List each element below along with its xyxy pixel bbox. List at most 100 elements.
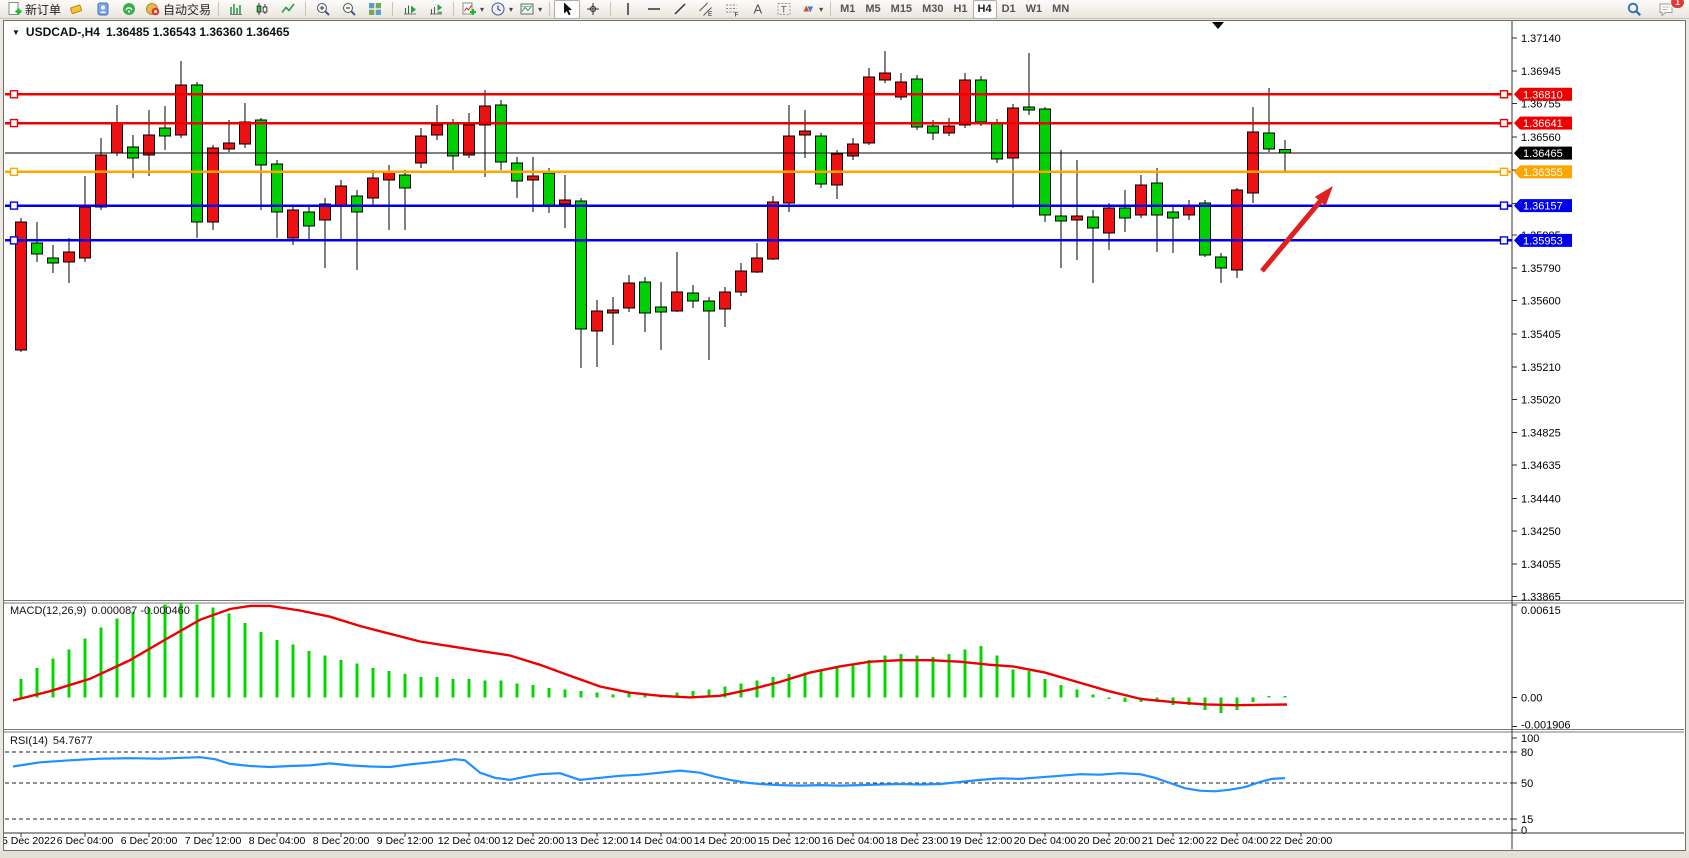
timeframe-button-h4[interactable]: H4 — [972, 0, 997, 19]
autotrading-button[interactable]: 自动交易 — [142, 0, 214, 19]
fibonacci-button[interactable]: F — [719, 0, 745, 19]
time-axis[interactable]: 5 Dec 2022 6 Dec 04:00 6 Dec 20:00 7 Dec 12… — [4, 833, 1332, 847]
arrows-button[interactable]: ▾ — [797, 0, 826, 19]
time-tick-label: 12 Dec 20:00 — [502, 835, 565, 847]
line-handle[interactable] — [1499, 201, 1509, 210]
line-chart-icon — [280, 1, 296, 17]
candle-body — [223, 142, 235, 150]
candle-body — [623, 282, 635, 309]
line-chart-button[interactable] — [275, 0, 301, 19]
candle — [783, 105, 795, 213]
line-handle[interactable] — [1499, 167, 1509, 177]
panel-splitter[interactable] — [4, 728, 1684, 733]
vertical-line-button[interactable] — [615, 0, 641, 19]
candle — [847, 137, 859, 161]
candle-body — [911, 78, 923, 128]
tile-windows-button[interactable] — [362, 0, 388, 19]
zoom-in-button[interactable] — [310, 0, 336, 19]
text-button[interactable]: A — [745, 0, 771, 19]
time-tick-label: 6 Dec 04:00 — [57, 835, 114, 847]
channel-icon: E — [698, 1, 714, 18]
resistance-line-1[interactable] — [5, 90, 1512, 99]
chart-menu-icon[interactable]: ▼ — [12, 27, 20, 37]
svg-text:15: 15 — [1521, 814, 1533, 826]
time-tick-label: 14 Dec 20:00 — [694, 835, 757, 847]
candle — [959, 72, 971, 129]
timeframe-button-h1[interactable]: H1 — [953, 3, 968, 15]
timeframe-button-m1[interactable]: M1 — [840, 3, 856, 15]
profile-button[interactable] — [90, 0, 116, 19]
bar-chart-button[interactable] — [223, 0, 249, 19]
trend-arrow-annotation[interactable] — [1260, 186, 1333, 273]
periods-button[interactable]: ▾ — [487, 0, 516, 19]
label-button[interactable]: T — [771, 0, 797, 19]
channel-button[interactable]: E — [693, 0, 719, 19]
candle — [655, 281, 667, 351]
candle-body — [31, 242, 43, 255]
rsi-indicator-title: RSI(14) 54.7677 — [10, 735, 93, 747]
rsi-panel: 100 80 50 150 — [5, 733, 1539, 837]
candle — [975, 76, 987, 126]
cursor-button[interactable] — [554, 0, 581, 19]
zoom-out-button[interactable] — [336, 0, 362, 19]
timeframe-button-m15[interactable]: M15 — [890, 3, 913, 15]
candlestick-chart-button[interactable] — [249, 0, 275, 19]
search-button[interactable] — [1621, 0, 1647, 19]
candle — [1263, 87, 1275, 153]
toolbar-separator — [549, 2, 551, 16]
candle-body — [1119, 207, 1131, 219]
tile-windows-icon — [367, 1, 383, 17]
candle — [1183, 199, 1195, 220]
templates-button[interactable]: ▾ — [516, 0, 545, 19]
candle — [303, 205, 315, 241]
candle — [1135, 175, 1147, 219]
candle — [911, 74, 923, 131]
candle — [95, 137, 107, 211]
line-handle[interactable] — [1499, 118, 1509, 128]
profile-icon — [95, 1, 111, 17]
candle-body — [399, 174, 411, 189]
line-handle[interactable] — [9, 167, 19, 177]
line-handle[interactable] — [1499, 236, 1509, 245]
resistance-line-2[interactable] — [5, 118, 1512, 128]
price-label-1.35953: 1.35953 — [1514, 233, 1572, 247]
support-line-2[interactable] — [5, 236, 1512, 245]
chat-button[interactable]: 1 — [1653, 0, 1685, 19]
line-handle[interactable] — [1499, 90, 1509, 99]
line-handle[interactable] — [9, 201, 19, 210]
line-handle[interactable] — [9, 90, 19, 99]
timeframe-button-mn[interactable]: MN — [1052, 3, 1070, 15]
timeframe-button-d1[interactable]: D1 — [1001, 3, 1016, 15]
time-tick-label: 15 Dec 12:00 — [758, 835, 821, 847]
horizontal-line-button[interactable] — [641, 0, 667, 19]
time-tick-label: 16 Dec 04:00 — [822, 835, 885, 847]
toolbar-separator — [218, 2, 220, 16]
support-line-1[interactable] — [5, 201, 1512, 210]
auto-scroll-button[interactable] — [397, 0, 423, 19]
svg-text:0.00615: 0.00615 — [1521, 605, 1561, 617]
crosshair-button[interactable] — [580, 0, 606, 19]
panel-splitter[interactable] — [4, 599, 1684, 604]
chevron-down-icon: ▾ — [509, 4, 514, 14]
pivot-line[interactable] — [5, 167, 1512, 177]
chart-shift-marker[interactable] — [1212, 22, 1224, 29]
new-order-button[interactable]: 新订单 — [4, 0, 64, 19]
svg-text:F: F — [735, 12, 739, 18]
candle-body — [367, 177, 379, 199]
timeframe-button-m5[interactable]: M5 — [865, 3, 881, 15]
market-button[interactable] — [64, 0, 90, 19]
candle-body — [1055, 215, 1067, 222]
candle-body — [847, 143, 859, 157]
line-handle[interactable] — [9, 236, 19, 245]
candle-body — [1135, 184, 1147, 216]
timeframe-button-m30[interactable]: M30 — [922, 3, 944, 15]
trendline-button[interactable] — [667, 0, 693, 19]
eraser-icon — [69, 1, 85, 17]
timeframe-button-w1[interactable]: W1 — [1025, 3, 1043, 15]
chart-shift-button[interactable] — [423, 0, 449, 19]
svg-text:1.36355: 1.36355 — [1523, 167, 1563, 179]
templates-icon — [519, 1, 535, 17]
line-handle[interactable] — [9, 118, 19, 128]
indicators-button[interactable]: ▾ — [458, 0, 487, 19]
signals-button[interactable] — [116, 0, 142, 19]
